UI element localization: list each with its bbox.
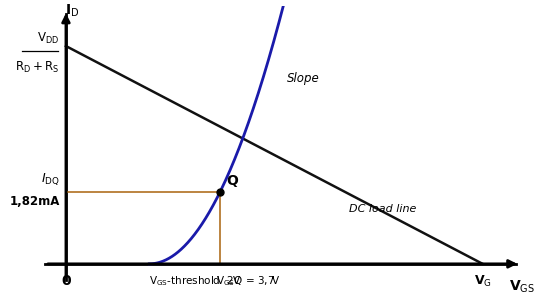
Text: Q: Q	[227, 174, 238, 188]
Text: V$_{\mathsf{G}}$: V$_{\mathsf{G}}$	[474, 274, 491, 289]
Text: $\mathsf{R_D+R_S}$: $\mathsf{R_D+R_S}$	[16, 60, 60, 75]
Text: $\mathsf{V_{DD}}$: $\mathsf{V_{DD}}$	[38, 31, 60, 46]
Text: 1,82mA: 1,82mA	[9, 195, 60, 208]
Text: Slope: Slope	[287, 72, 320, 85]
Text: 0: 0	[61, 274, 71, 288]
Text: V$_{\mathsf{GS}}$: V$_{\mathsf{GS}}$	[509, 279, 535, 295]
Text: I$_{\mathsf{DQ}}$: I$_{\mathsf{DQ}}$	[41, 171, 60, 187]
Text: DC load line: DC load line	[349, 204, 417, 214]
Text: V$_{\mathsf{GS}}$Q = 3,7V: V$_{\mathsf{GS}}$Q = 3,7V	[216, 274, 281, 287]
Text: I$_{\mathsf{D}}$: I$_{\mathsf{D}}$	[65, 2, 79, 19]
Text: V$_{\mathsf{GS}}$-threshold  2V: V$_{\mathsf{GS}}$-threshold 2V	[149, 274, 242, 287]
